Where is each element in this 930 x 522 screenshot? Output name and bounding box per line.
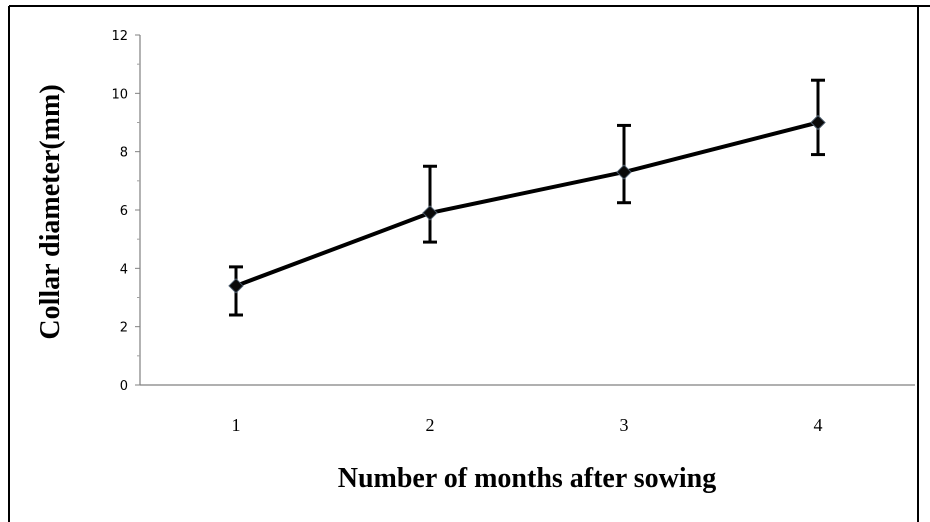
y-tick-label: 8 xyxy=(120,146,128,161)
x-tick-label: 1 xyxy=(232,415,241,435)
y-tick-label: 12 xyxy=(111,29,128,44)
x-tick-label: 3 xyxy=(620,415,629,435)
error-bar xyxy=(617,123,631,205)
x-axis-title: Number of months after sowing xyxy=(338,463,717,494)
series-line xyxy=(235,120,819,288)
y-ticks: 0 2 4 6 8 10 12 xyxy=(111,29,140,394)
data-point-marker xyxy=(616,164,632,180)
x-tick-label: 4 xyxy=(814,415,823,435)
x-tick-label: 2 xyxy=(426,415,435,435)
data-point-marker xyxy=(422,205,438,221)
x-ticks: 1 2 3 4 xyxy=(232,415,823,435)
error-bar xyxy=(423,164,437,244)
data-point-marker xyxy=(810,114,826,131)
y-tick-label: 10 xyxy=(111,87,128,102)
y-tick-label: 4 xyxy=(120,262,128,277)
y-tick-label: 2 xyxy=(120,321,128,336)
data-points xyxy=(228,114,826,294)
series-lines xyxy=(235,120,819,288)
y-tick-label: 6 xyxy=(120,204,128,219)
axes xyxy=(139,35,915,386)
data-point-marker xyxy=(228,278,244,294)
y-tick-label: 0 xyxy=(120,379,128,394)
error-bars xyxy=(229,78,825,317)
y-axis-title: Collar diameter(mm) xyxy=(35,84,66,339)
